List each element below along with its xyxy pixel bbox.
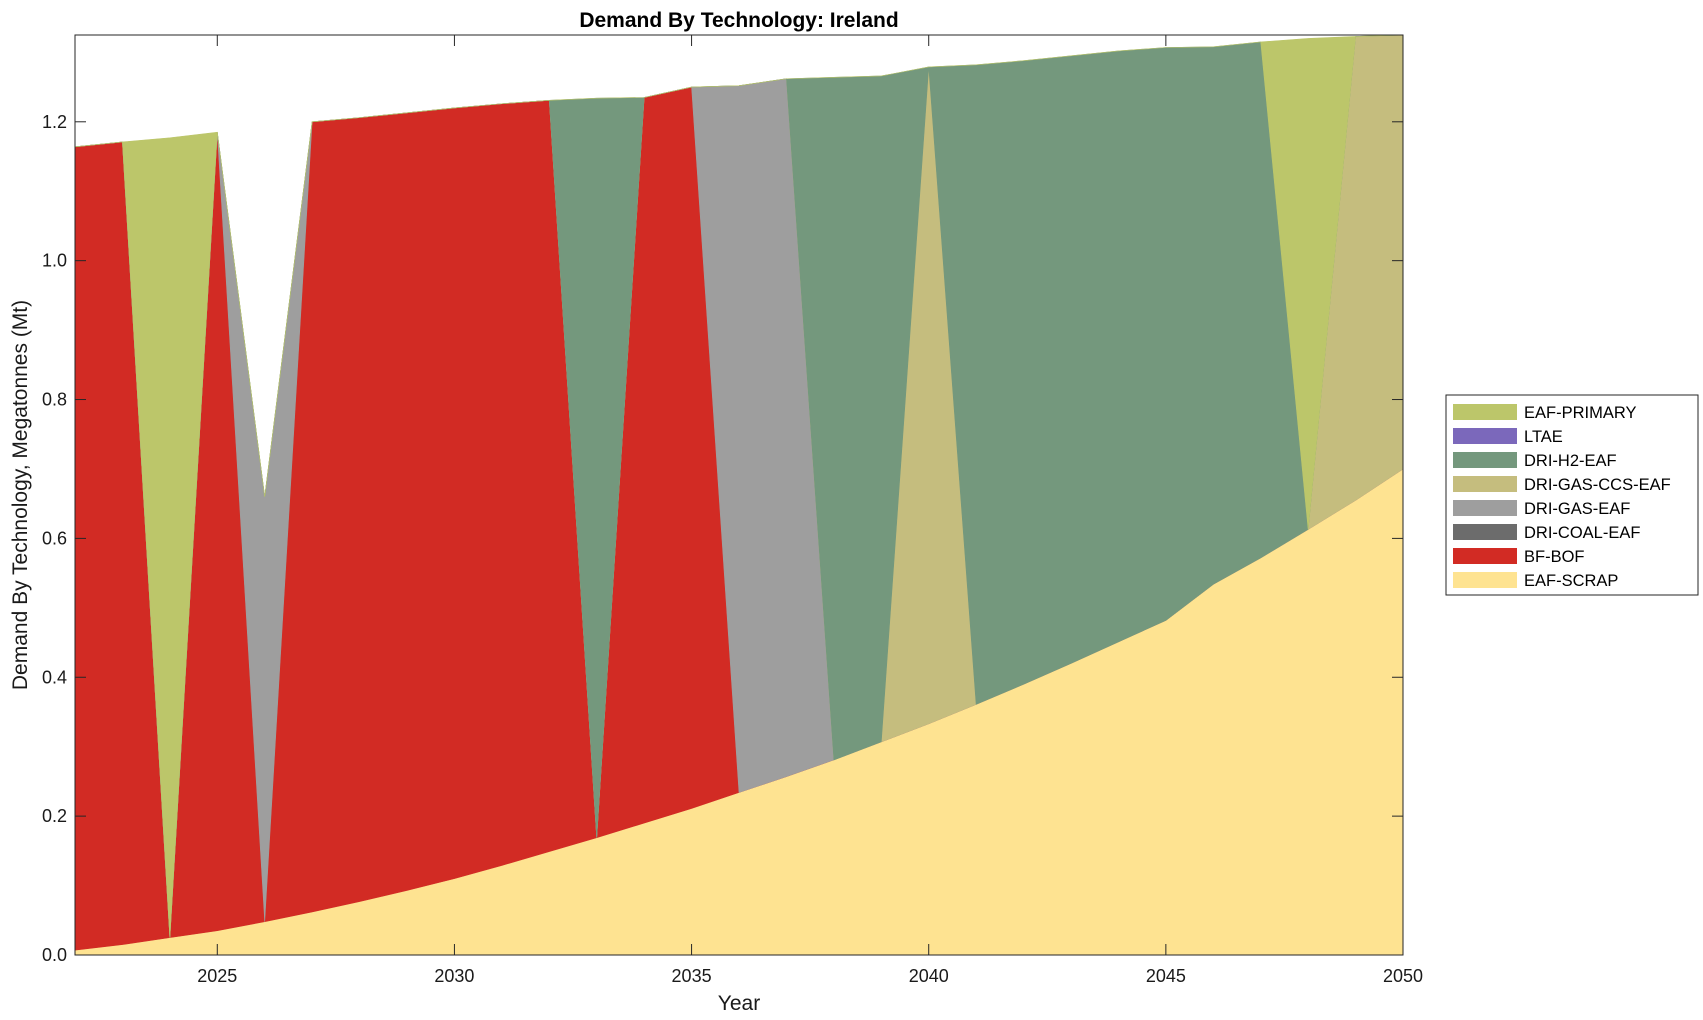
legend-label-dri-coal-eaf: DRI-COAL-EAF [1524,524,1640,542]
y-tick-label: 0.8 [42,390,67,410]
legend-swatch-ltae [1453,428,1517,444]
legend-swatch-dri-coal-eaf [1453,524,1517,540]
y-tick-label: 1.2 [42,112,67,132]
x-tick-label: 2035 [672,966,712,986]
y-tick-label: 0.2 [42,806,67,826]
area-layer [74,34,1404,956]
ticks-layer: 2025 2030 2035 2040 2045 2050 0.0 0.2 0.4 0.6 0.8 1… [42,35,1423,986]
axes-frame [74,34,1404,956]
legend-swatch-eaf-primary [1453,404,1517,420]
legend-swatch-bf-bof [1453,548,1517,564]
legend-swatch-dri-gas-ccs-eaf [1453,476,1517,492]
legend-label-ltae: LTAE [1524,428,1563,446]
legend-label-eaf-scrap: EAF-SCRAP [1524,572,1618,590]
legend-label-eaf-primary: EAF-PRIMARY [1524,404,1636,422]
y-tick-label: 0.6 [42,528,67,548]
legend-swatch-dri-h2-eaf [1453,452,1517,468]
y-tick-label: 0.0 [42,945,67,965]
x-tick-label: 2040 [909,966,949,986]
x-tick-label: 2050 [1383,966,1423,986]
y-tick-label: 0.4 [42,667,67,687]
legend: EAF-PRIMARY LTAE DRI-H2-EAF DRI-GAS-CCS-EAF… [1445,394,1699,596]
x-axis-label: Year [718,992,760,1015]
legend-swatch-eaf-scrap [1453,572,1517,588]
legend-label-dri-gas-eaf: DRI-GAS-EAF [1524,500,1630,518]
legend-label-dri-gas-ccs-eaf: DRI-GAS-CCS-EAF [1524,476,1671,494]
legend-label-bf-bof: BF-BOF [1524,548,1585,566]
x-tick-label: 2045 [1146,966,1186,986]
chart-title: Demand By Technology: Ireland [579,9,898,32]
x-tick-label: 2030 [434,966,474,986]
legend-swatch-dri-gas-eaf [1453,500,1517,516]
y-axis-label: Demand By Technology, Megatonnes (Mt) [9,300,32,690]
x-tick-label: 2025 [197,966,237,986]
y-tick-label: 1.0 [42,251,67,271]
legend-label-dri-h2-eaf: DRI-H2-EAF [1524,452,1617,470]
